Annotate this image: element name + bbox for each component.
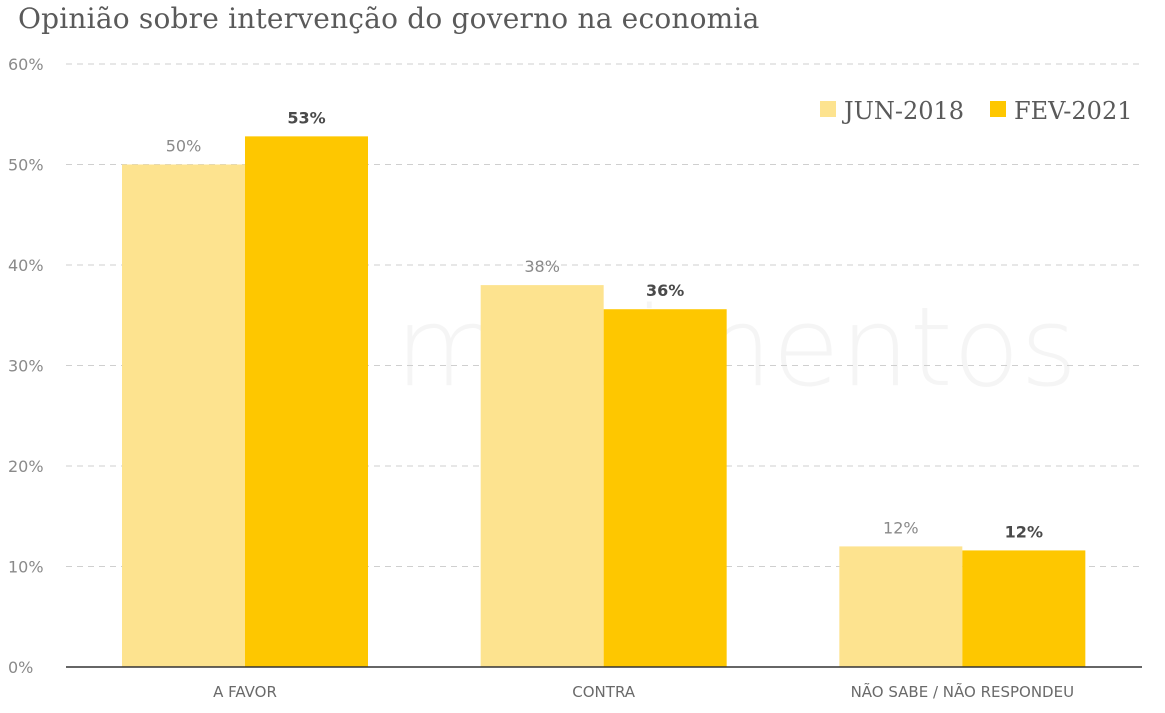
- bar-fev-2021: [603, 309, 727, 667]
- data-label: 38%: [524, 257, 560, 276]
- bar-jun-2018: [480, 285, 604, 667]
- x-category-label: NÃO SABE / NÃO RESPONDEU: [851, 682, 1075, 701]
- chart-title: Opinião sobre intervenção do governo na …: [18, 2, 760, 35]
- y-tick-label: 60%: [8, 55, 44, 74]
- data-label: 36%: [646, 281, 684, 300]
- legend-label: FEV-2021: [1014, 97, 1133, 125]
- data-label: 53%: [287, 108, 325, 127]
- legend-swatch: [820, 101, 836, 117]
- x-category-label: CONTRA: [572, 683, 635, 701]
- legend-label: JUN-2018: [841, 97, 964, 125]
- y-tick-label: 30%: [8, 357, 44, 376]
- data-label: 12%: [1005, 522, 1043, 541]
- bar-jun-2018: [839, 546, 963, 667]
- bar-jun-2018: [122, 164, 245, 667]
- legend-swatch: [990, 101, 1006, 117]
- y-tick-label: 50%: [8, 156, 44, 175]
- y-tick-label: 0%: [8, 658, 33, 677]
- x-category-label: A FAVOR: [213, 683, 277, 701]
- y-tick-label: 20%: [8, 457, 44, 476]
- y-tick-label: 40%: [8, 256, 44, 275]
- data-label: 50%: [166, 137, 202, 156]
- data-label: 12%: [883, 518, 919, 537]
- bar-fev-2021: [245, 136, 368, 668]
- y-tick-label: 10%: [8, 558, 44, 577]
- bar-fev-2021: [962, 550, 1086, 667]
